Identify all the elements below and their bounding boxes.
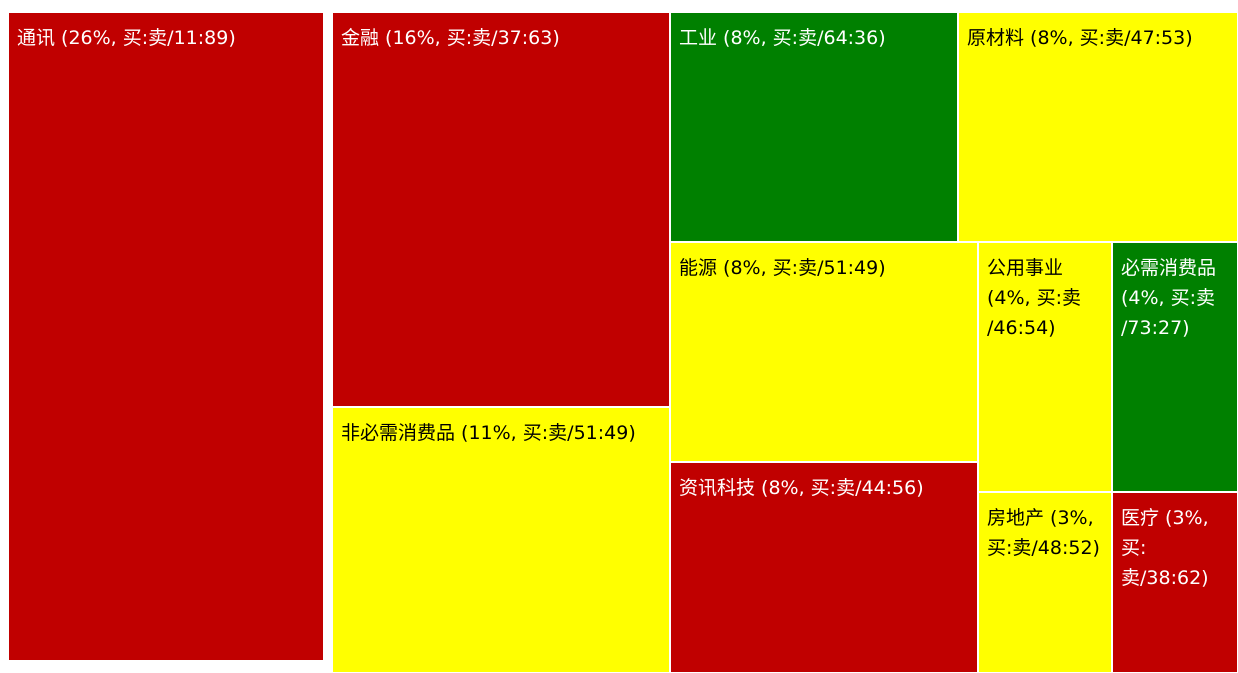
tile-consumer-discretionary: 非必需消费品 (11%, 买:卖/51:49) [332, 407, 670, 673]
tile-label-utilities: 公用事业 (4%, 买:卖 /46:54) [987, 257, 1082, 339]
tile-label-telecom: 通讯 (26%, 买:卖/11:89) [17, 27, 236, 49]
tile-real-estate: 房地产 (3%, 买:卖/48:52) [978, 492, 1112, 673]
tile-label-information-technology: 资讯科技 (8%, 买:卖/44:56) [679, 477, 924, 499]
tile-label-consumer-discretionary: 非必需消费品 (11%, 买:卖/51:49) [341, 422, 636, 444]
tile-consumer-staples: 必需消费品 (4%, 买:卖 /73:27) [1112, 242, 1238, 492]
tile-label-real-estate: 房地产 (3%, 买:卖/48:52) [987, 507, 1100, 559]
tile-industrials: 工业 (8%, 买:卖/64:36) [670, 12, 958, 242]
tile-label-industrials: 工业 (8%, 买:卖/64:36) [679, 27, 886, 49]
tile-energy: 能源 (8%, 买:卖/51:49) [670, 242, 978, 462]
tile-financials: 金融 (16%, 买:卖/37:63) [332, 12, 670, 407]
tile-telecom: 通讯 (26%, 买:卖/11:89) [8, 12, 324, 661]
tile-label-financials: 金融 (16%, 买:卖/37:63) [341, 27, 560, 49]
tile-label-health-care: 医疗 (3%, 买:卖/38:62) [1121, 507, 1209, 589]
tile-materials: 原材料 (8%, 买:卖/47:53) [958, 12, 1238, 242]
tile-utilities: 公用事业 (4%, 买:卖 /46:54) [978, 242, 1112, 492]
tile-label-energy: 能源 (8%, 买:卖/51:49) [679, 257, 886, 279]
tile-health-care: 医疗 (3%, 买:卖/38:62) [1112, 492, 1238, 673]
tile-label-materials: 原材料 (8%, 买:卖/47:53) [967, 27, 1193, 49]
tile-label-consumer-staples: 必需消费品 (4%, 买:卖 /73:27) [1121, 257, 1217, 339]
tile-information-technology: 资讯科技 (8%, 买:卖/44:56) [670, 462, 978, 673]
